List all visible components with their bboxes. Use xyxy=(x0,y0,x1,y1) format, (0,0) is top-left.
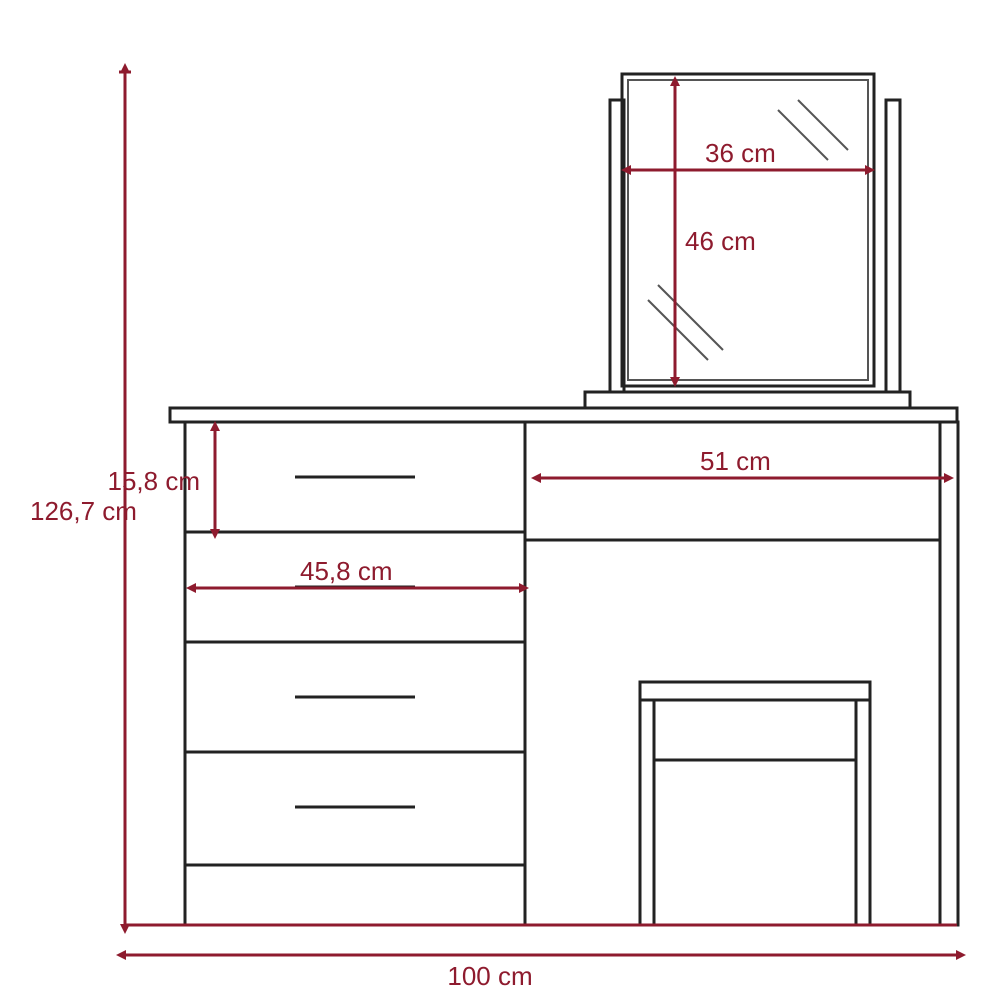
mirror-base xyxy=(585,392,910,408)
label-total-height: 126,7 cm xyxy=(30,496,137,526)
label-mirror-width: 36 cm xyxy=(705,138,776,168)
label-drawer-width: 45,8 cm xyxy=(300,556,393,586)
label-drawer-height: 15,8 cm xyxy=(108,466,201,496)
desk-side-panel xyxy=(940,422,958,925)
stool-seat xyxy=(640,682,870,700)
label-mirror-height: 46 cm xyxy=(685,226,756,256)
label-total-width: 100 cm xyxy=(447,961,532,991)
tabletop xyxy=(170,408,957,422)
drawer-unit xyxy=(185,422,525,925)
label-desk-opening: 51 cm xyxy=(700,446,771,476)
